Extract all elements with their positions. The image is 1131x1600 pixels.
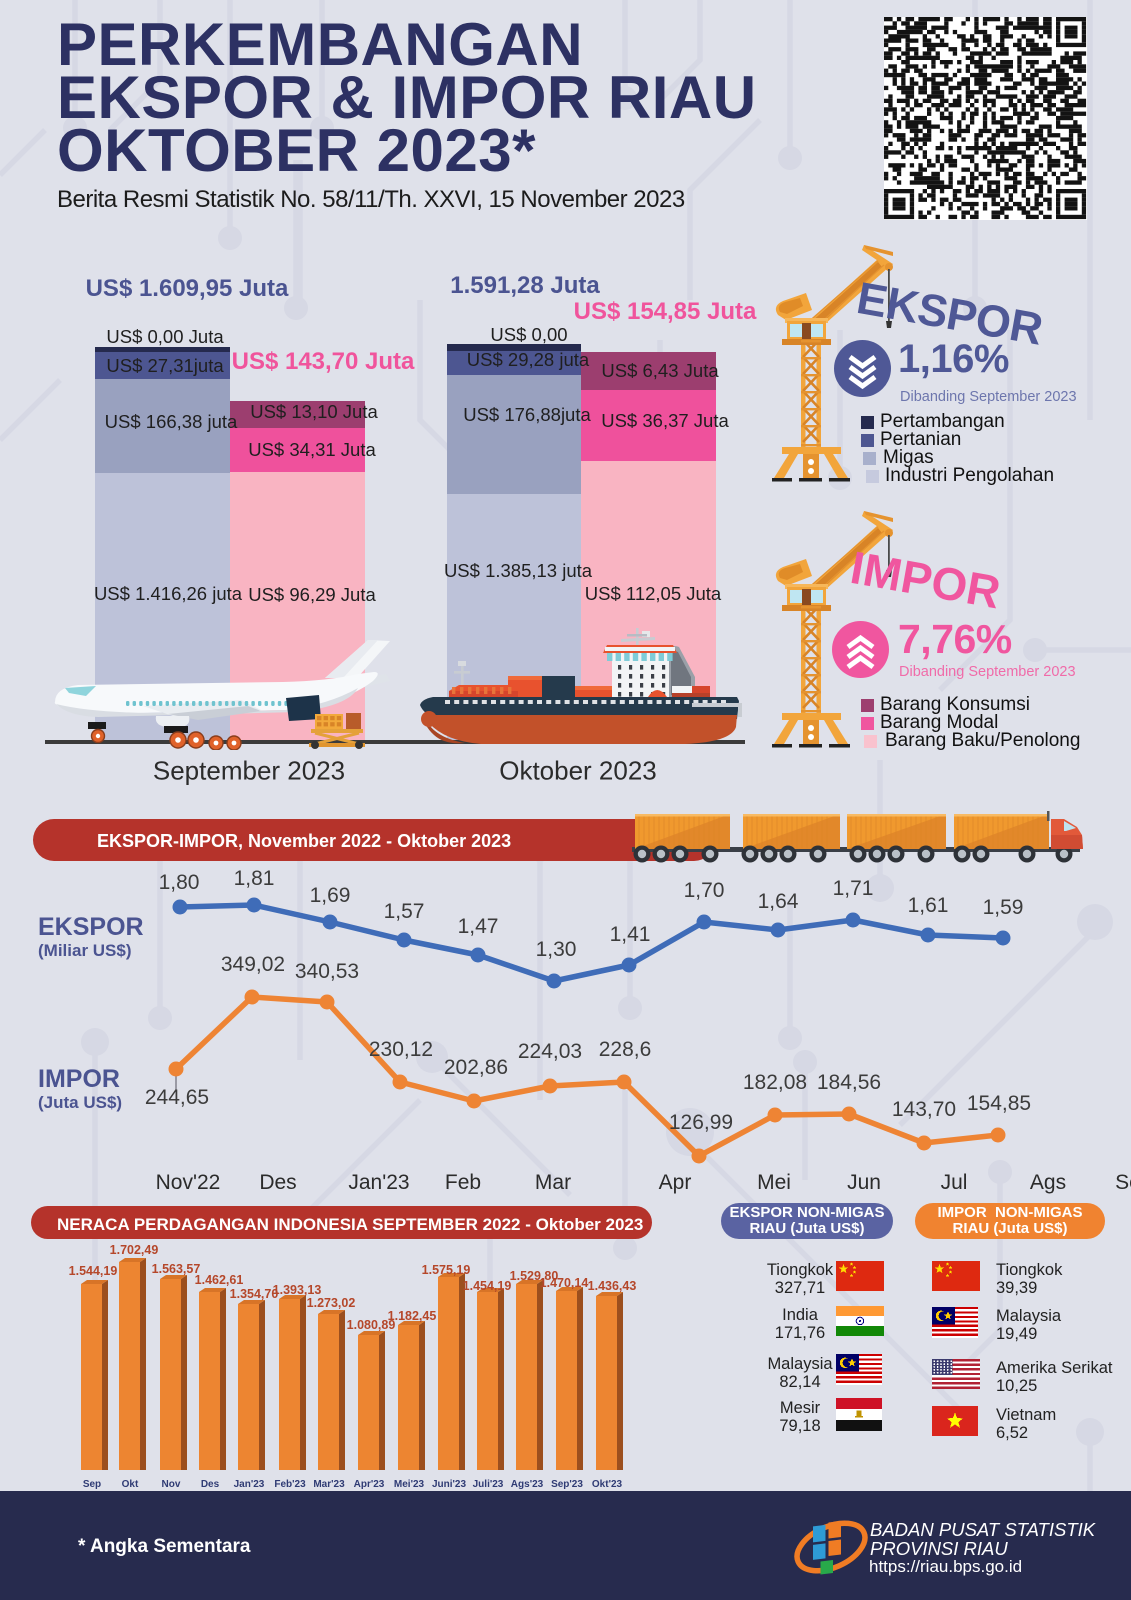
svg-text:Ags: Ags (1030, 1171, 1066, 1194)
svg-text:1.354,70: 1.354,70 (230, 1287, 279, 1301)
svg-text:244,65: 244,65 (145, 1086, 209, 1109)
svg-text:1,57: 1,57 (384, 900, 425, 923)
svg-text:Ags'23: Ags'23 (511, 1479, 544, 1490)
svg-text:Feb'23: Feb'23 (274, 1479, 306, 1490)
svg-text:1.454,19: 1.454,19 (463, 1279, 512, 1293)
svg-text:Jan'23: Jan'23 (234, 1479, 265, 1490)
svg-text:1,61: 1,61 (908, 894, 949, 917)
svg-text:1.273,02: 1.273,02 (307, 1296, 356, 1310)
svg-text:Des: Des (259, 1171, 296, 1194)
svg-text:228,6: 228,6 (599, 1038, 652, 1061)
svg-text:182,08: 182,08 (743, 1071, 807, 1094)
svg-text:Juni'23: Juni'23 (432, 1479, 466, 1490)
svg-text:340,53: 340,53 (295, 960, 359, 983)
svg-text:Jul: Jul (941, 1171, 968, 1194)
svg-text:1.529,80: 1.529,80 (510, 1269, 559, 1283)
svg-text:1.080,89: 1.080,89 (347, 1318, 396, 1332)
svg-text:Okt: Okt (122, 1479, 139, 1490)
svg-text:Jun: Jun (847, 1171, 881, 1194)
svg-text:Jan'23: Jan'23 (348, 1171, 409, 1194)
svg-text:202,86: 202,86 (444, 1056, 508, 1079)
svg-text:154,85: 154,85 (967, 1092, 1031, 1115)
svg-text:Nov: Nov (162, 1479, 181, 1490)
svg-text:Des: Des (201, 1479, 220, 1490)
svg-text:1.563,57: 1.563,57 (152, 1262, 201, 1276)
svg-text:Se: Se (1115, 1171, 1131, 1194)
svg-text:Mei: Mei (757, 1171, 791, 1194)
svg-text:1,69: 1,69 (310, 884, 351, 907)
svg-text:1.182,45: 1.182,45 (388, 1309, 437, 1323)
svg-text:Nov'22: Nov'22 (156, 1171, 221, 1194)
svg-text:Mar: Mar (535, 1171, 571, 1194)
svg-text:1,41: 1,41 (610, 923, 651, 946)
svg-text:1,81: 1,81 (234, 867, 275, 890)
svg-text:Sep: Sep (83, 1479, 101, 1490)
svg-text:126,99: 126,99 (669, 1111, 733, 1134)
svg-text:1,47: 1,47 (458, 915, 499, 938)
svg-text:1,64: 1,64 (758, 890, 799, 913)
svg-text:143,70: 143,70 (892, 1098, 956, 1121)
svg-text:Apr'23: Apr'23 (354, 1479, 385, 1490)
svg-text:1.544,19: 1.544,19 (69, 1264, 118, 1278)
svg-text:1.575,19: 1.575,19 (422, 1263, 471, 1277)
svg-text:1.436,43: 1.436,43 (588, 1279, 637, 1293)
svg-text:1.470,14: 1.470,14 (540, 1276, 589, 1290)
svg-text:1.462,61: 1.462,61 (195, 1273, 244, 1287)
svg-text:224,03: 224,03 (518, 1040, 582, 1063)
svg-text:1.393,13: 1.393,13 (273, 1283, 322, 1297)
svg-text:1,70: 1,70 (684, 879, 725, 902)
svg-text:Feb: Feb (445, 1171, 481, 1194)
svg-text:230,12: 230,12 (369, 1038, 433, 1061)
svg-text:Apr: Apr (659, 1171, 692, 1194)
svg-text:349,02: 349,02 (221, 953, 285, 976)
svg-text:1,59: 1,59 (983, 896, 1024, 919)
svg-text:Mei'23: Mei'23 (394, 1479, 425, 1490)
svg-text:1,30: 1,30 (536, 938, 577, 961)
svg-text:Mar'23: Mar'23 (313, 1479, 345, 1490)
svg-text:1,80: 1,80 (159, 871, 200, 894)
svg-text:1.702,49: 1.702,49 (110, 1243, 159, 1257)
svg-text:Juli'23: Juli'23 (473, 1479, 504, 1490)
svg-text:Okt'23: Okt'23 (592, 1479, 623, 1490)
svg-text:1,71: 1,71 (833, 877, 874, 900)
svg-text:184,56: 184,56 (817, 1071, 881, 1094)
svg-text:Sep'23: Sep'23 (551, 1479, 583, 1490)
